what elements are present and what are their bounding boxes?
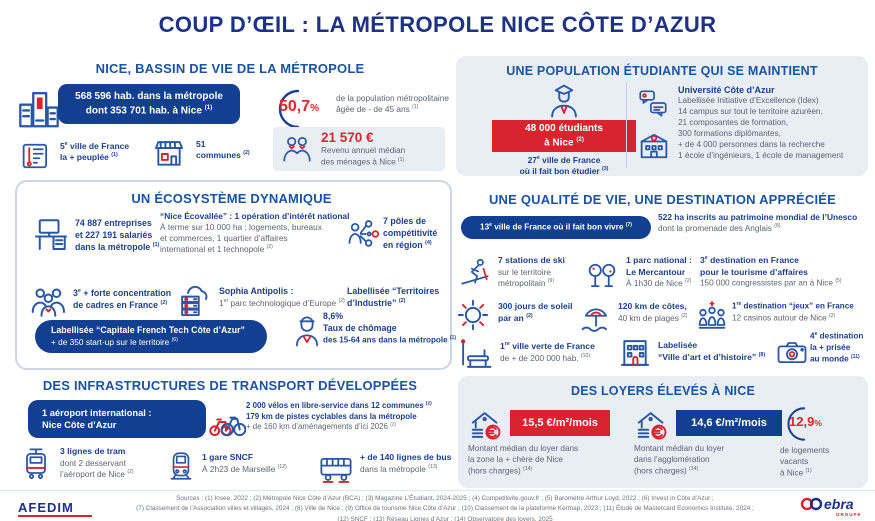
park-icon: [460, 339, 492, 368]
stat-bus: + de 140 lignes de bus dans la métropole…: [360, 452, 452, 474]
etudiants-box: 48 000 étudiants à Nice (2): [492, 120, 636, 152]
city-icon: [19, 92, 59, 128]
revenu-value: 21 570 €: [321, 130, 374, 145]
chat-icon: [639, 90, 667, 117]
sun-icon: [457, 299, 489, 331]
stat-sophia: Sophia Antipolis : 1er parc technologiqu…: [219, 286, 345, 308]
etudiante-panel: UNE POPULATION ÉTUDIANTE QUI SE MAINTIEN…: [456, 56, 868, 176]
etudiante-divider: [626, 82, 627, 168]
eco-panel: UN ÉCOSYSTÈME DYNAMIQUE 74 887 entrepris…: [15, 180, 456, 370]
bonvivre-pill: 13e ville de France où il fait bon vivre…: [461, 216, 651, 239]
beach-icon: [581, 308, 608, 332]
section-header-etudiante: UNE POPULATION ÉTUDIANTE QUI SE MAINTIEN…: [506, 64, 818, 78]
loyers-panel: DES LOYERS ÉLEVÉS À NICE 15,5 €/m²/mois …: [458, 376, 868, 488]
datacenter-icon: [181, 285, 208, 316]
stat-entreprises: 74 887 entreprises et 227 191 salariés d…: [75, 218, 160, 252]
population-pill-line1: 568 596 hab. dans la métropole: [75, 91, 223, 103]
population-pill-line2: dont 353 701 hab. à Nice (1): [85, 103, 213, 117]
cebra-logo-sub: GROUPE: [836, 512, 862, 517]
stat-ville-peuplee: 5e ville de France la + peuplée (1): [60, 141, 130, 163]
stat-jeux: 1re destination “jeux” en France 12 casi…: [732, 301, 854, 323]
stat-parc: 1 parc national : Le Mercantour À 1h30 d…: [626, 255, 692, 289]
stat-monde: 4e destination la + prisée au monde (11): [810, 331, 864, 364]
bus-icon: [320, 457, 352, 483]
footer-divider: [0, 490, 875, 491]
stat-gare: 1 gare SNCF À 2h23 de Marseille (12): [202, 452, 287, 474]
revenu-panel: 21 570 € Revenu annuel médian des ménage…: [273, 127, 445, 171]
afedim-logo-underline: [18, 515, 92, 517]
stat-communes: 51 communes (2): [196, 139, 250, 161]
stat-tram: 3 lignes de tram dont 2 desservant l’aér…: [60, 446, 134, 479]
casino-icon: [698, 301, 726, 329]
train-icon: [170, 452, 192, 480]
arc-icon: [278, 89, 300, 129]
universite-title: Université Côte d’Azur: [678, 85, 775, 95]
stat-territoires: Labellisée “Territoires d’Industrie” (2): [347, 286, 440, 308]
desk-icon: [35, 219, 67, 250]
monuments-icon: [620, 340, 650, 366]
loyer-zone-value: 15,5 €/m²/mois: [510, 410, 610, 436]
loyer-zone-caption: Montant médian du loyer dans la zone la …: [468, 444, 579, 476]
stat-cotes: 120 km de côtes, 40 km de plages (2): [618, 301, 688, 323]
afedim-logo: AFEDIM: [18, 500, 74, 515]
network-icon: [348, 220, 380, 247]
pct-vacants: 12,9%: [789, 414, 822, 429]
frenchtech-pill: Labellisée “Capitale French Tech Côte d’…: [35, 320, 267, 353]
crowd-icon: [31, 288, 65, 317]
stat-cadres: 3e + forte concentration de cadres en Fr…: [73, 288, 172, 310]
student-icon: [551, 84, 577, 118]
university-icon: [640, 133, 668, 159]
ski-icon: [461, 258, 489, 285]
population-pill: 568 596 hab. dans la métropole dont 353 …: [58, 84, 240, 124]
stat-unesco: 522 ha inscrits au patrimoine mondial de…: [658, 212, 858, 234]
worker-icon: [295, 316, 319, 347]
loyer-agglo-caption: Montant médian du loyer dans l’aggloméra…: [634, 444, 725, 476]
pct-under-45: 50,7%: [279, 98, 320, 115]
trees-icon: [588, 263, 616, 288]
stat-ville-etudier: 27e ville de France où il fait bon étudi…: [519, 155, 609, 177]
sources-block: Sources : (1) Insee, 2022 ; (2) Métropol…: [136, 495, 754, 521]
stat-velos: 2 000 vélos en libre-service dans 12 com…: [246, 401, 432, 432]
cebra-logo-mark: [800, 497, 823, 511]
vacants-caption: de logements vacants à Nice (1): [780, 446, 830, 478]
section-header-qualite: UNE QUALITÉ DE VIE, UNE DESTINATION APPR…: [488, 192, 837, 207]
tram-icon: [26, 448, 46, 479]
stat-art: Labelisée “Ville d’art et d’histoire” (8…: [658, 340, 766, 362]
page-title: COUP D’ŒIL : LA MÉTROPOLE NICE CÔTE D’AZ…: [158, 12, 717, 37]
loyer-agglo-value: 14,6 €/m²/mois: [676, 410, 782, 436]
section-header-eco: UN ÉCOSYSTÈME DYNAMIQUE: [131, 191, 332, 206]
section-header-bassin: NICE, BASSIN DE VIE DE LA MÉTROPOLE: [95, 61, 365, 76]
stat-ski: 7 stations de ski sur le territoire métr…: [498, 255, 565, 288]
section-header-transport: DES INFRASTRUCTURES DE TRANSPORT DÉVELOP…: [42, 378, 418, 393]
map-icon: [22, 143, 48, 169]
bike-icon: [209, 416, 246, 437]
aeroport-pill: 1 aéroport international : Nice Côte d’A…: [28, 400, 206, 438]
cebra-logo: ebra: [800, 496, 854, 512]
stat-chomage: 8,6% Taux de chômage des 15-64 ans dans …: [323, 311, 456, 345]
city-icon-accent: [36, 97, 43, 109]
stat-affaires: 3e destination en France pour le tourism…: [700, 255, 842, 288]
stat-poles: 7 pôles de compétitivité en région (4): [383, 216, 438, 250]
revenu-caption: Revenu annuel médian des ménages à Nice …: [321, 146, 406, 167]
house-rent-icon: [637, 412, 667, 440]
house-rent-icon: [471, 412, 501, 440]
section-header-loyers: DES LOYERS ÉLEVÉS À NICE: [570, 384, 755, 398]
family-icon: [283, 136, 311, 162]
pct-under-45-caption: de la population métropolitaine âgée de …: [336, 93, 450, 115]
universite-block: Université Côte d’Azur Labellisée Initia…: [678, 85, 844, 160]
stat-ecovallee: “Nice Écovallée” : 1 opération d’intérêt…: [160, 211, 350, 255]
stat-verte: 1re ville verte de France de + de 200 00…: [500, 341, 595, 363]
camera-icon: [777, 342, 807, 364]
stat-soleil: 300 jours de soleil par an (2): [498, 301, 573, 323]
shop-icon: [154, 141, 184, 166]
arc-icon: [787, 407, 806, 441]
